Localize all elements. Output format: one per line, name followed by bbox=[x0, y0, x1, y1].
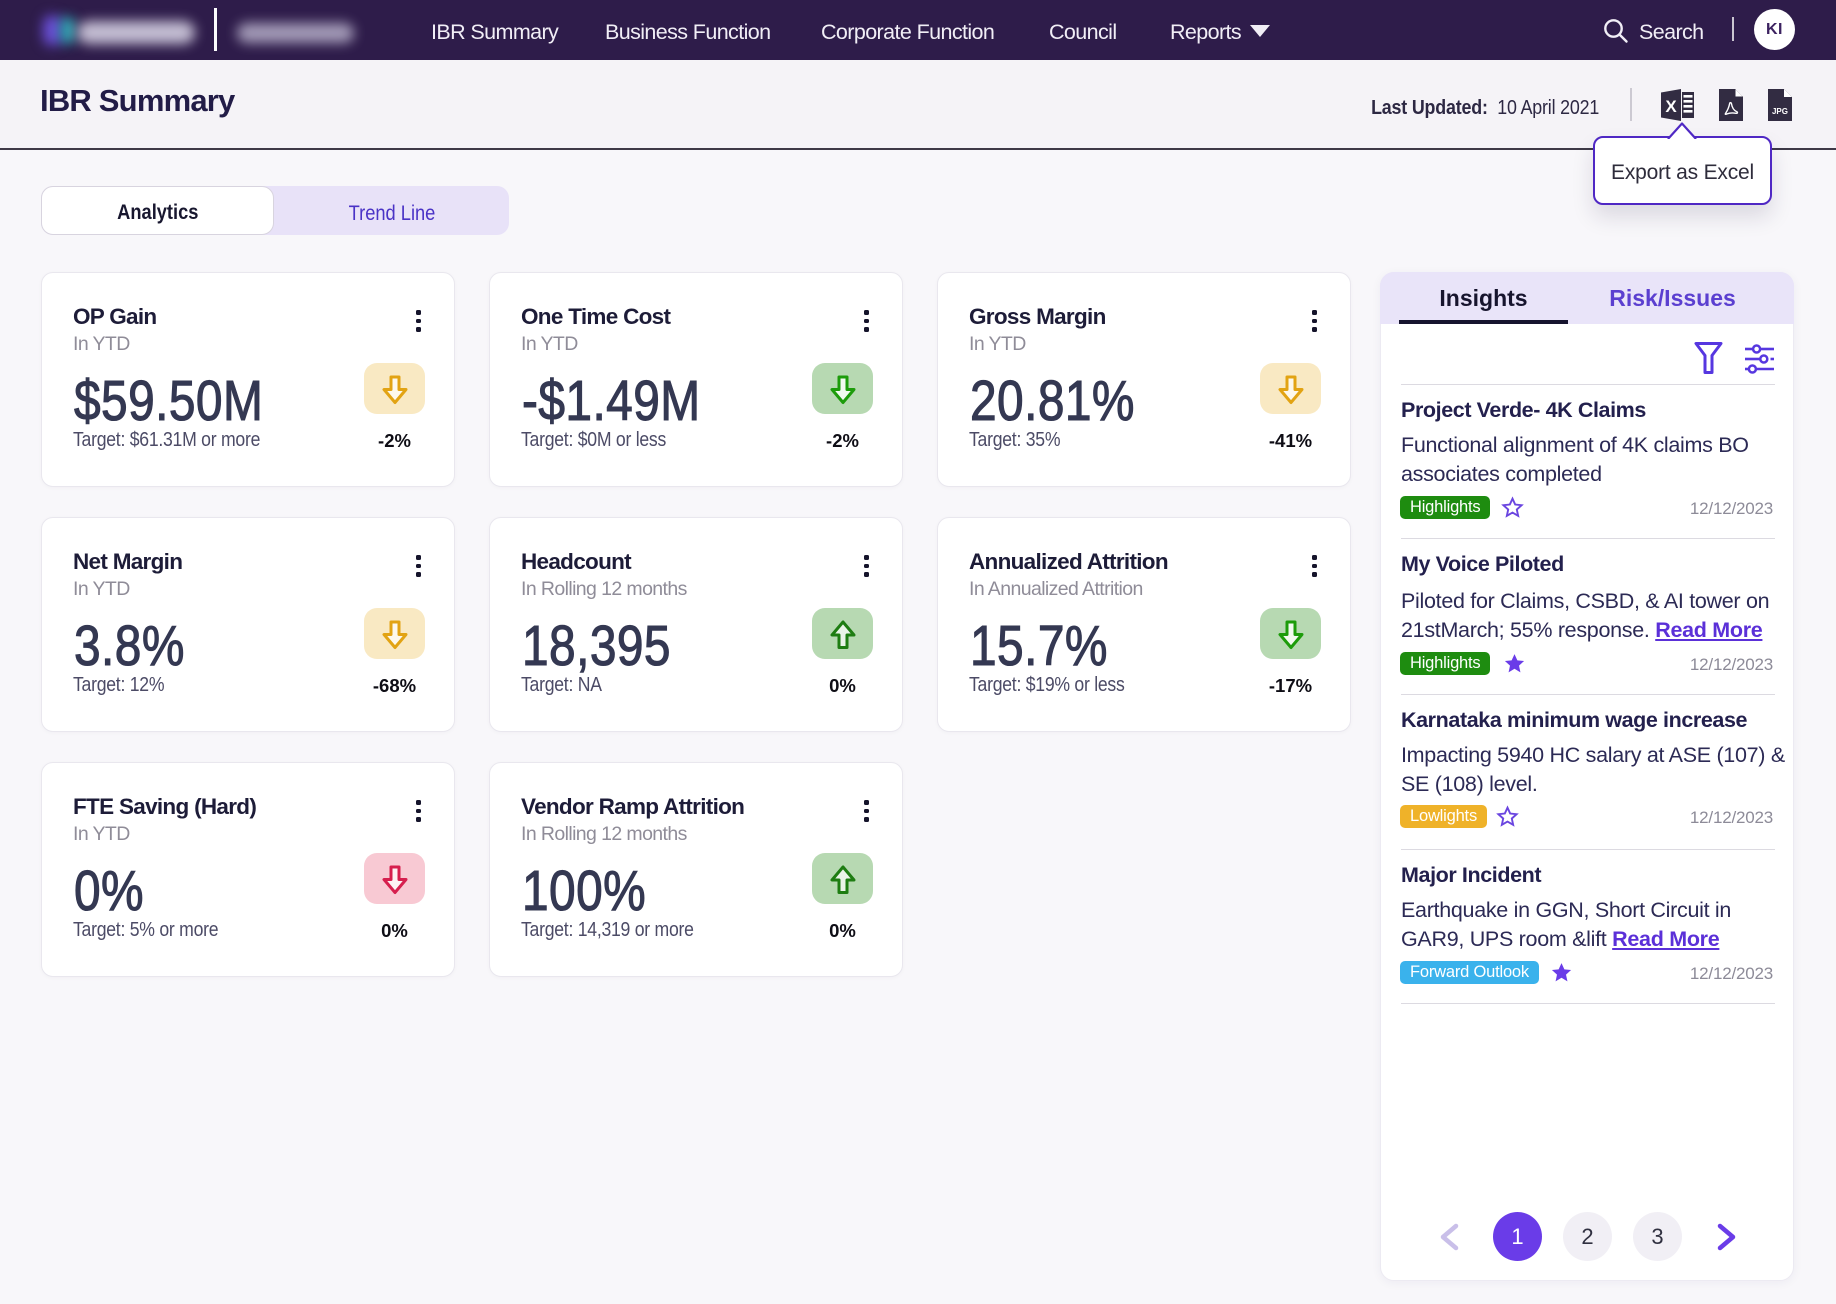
svg-text:X: X bbox=[1665, 97, 1677, 116]
svg-text:JPG: JPG bbox=[1772, 107, 1788, 116]
